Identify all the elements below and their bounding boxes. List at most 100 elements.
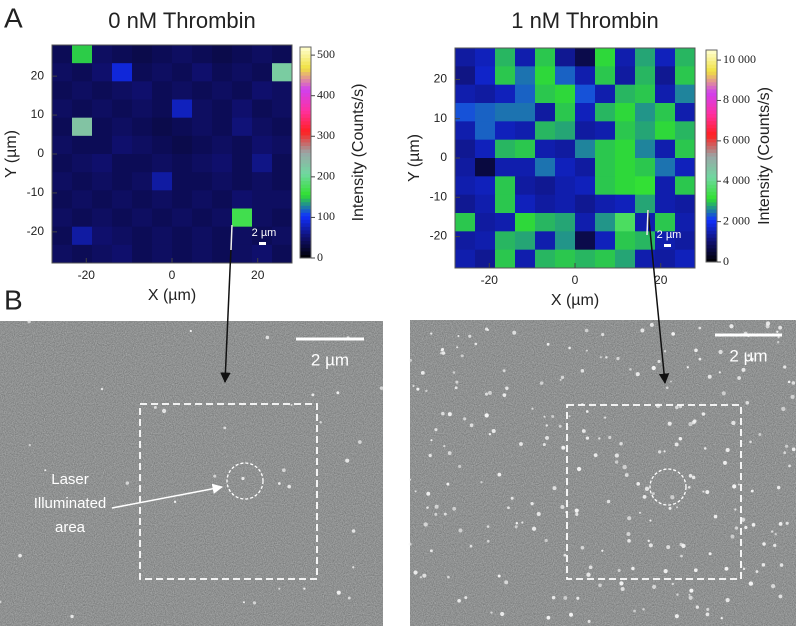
heatmap-cell (675, 66, 696, 86)
heatmap-cell (92, 81, 113, 100)
colorbar-frame (299, 46, 312, 259)
particle (588, 565, 593, 570)
heatmap-cell (655, 103, 676, 122)
colorbar-swatch (706, 124, 717, 129)
colorbar-swatch (300, 99, 311, 104)
heatmap-cell (272, 117, 293, 137)
particle (559, 378, 562, 381)
heatmap-cell (615, 139, 636, 159)
heatmap-cell (92, 208, 113, 228)
particle (242, 601, 245, 604)
particle (460, 354, 464, 358)
heatmap-cell (555, 84, 576, 104)
heatmap-cell (92, 154, 113, 173)
colorbar-swatch (300, 152, 311, 157)
heatmap-cell (132, 63, 153, 82)
colorbar-frame (705, 49, 718, 263)
particle (778, 594, 783, 599)
particle (614, 460, 619, 464)
heatmap-cell (172, 208, 193, 228)
heatmap-cell (252, 190, 273, 209)
x-tick-label: 20 (654, 273, 668, 287)
heatmap-cell (615, 48, 636, 67)
heatmap-cell (212, 45, 233, 64)
colorbar-swatch (706, 64, 717, 69)
heatmap-cell (635, 158, 656, 177)
colorbar-swatch (706, 131, 717, 136)
colorbar-tick-label: 400 (317, 87, 335, 101)
particle (737, 376, 741, 380)
particle (560, 505, 565, 510)
particle (430, 332, 433, 335)
y-tick-label: 10 (31, 107, 45, 121)
colorbar-swatch (300, 145, 311, 150)
particle (434, 428, 438, 432)
y-tick-label: 0 (37, 146, 44, 160)
heatmap-cell (152, 117, 173, 137)
colorbar-swatch (706, 152, 717, 157)
particle (707, 374, 712, 379)
particle (434, 512, 438, 516)
colorbar-swatch (706, 50, 717, 55)
heatmap-cell (272, 208, 293, 228)
heatmap-cell (152, 208, 173, 228)
colorbar-swatch (300, 103, 311, 108)
image-texture (0, 321, 383, 626)
colorbar-tick-label: 4 000 (723, 173, 750, 187)
colorbar-swatch (706, 237, 717, 242)
particle (731, 420, 736, 426)
particle (422, 573, 427, 578)
heatmap-cell (272, 63, 293, 82)
particle (777, 336, 780, 339)
heatmap-cell (495, 139, 516, 159)
particle (713, 514, 718, 519)
link-arrow (220, 224, 233, 384)
particle (576, 596, 580, 600)
heatmap-cell (212, 226, 233, 246)
heatmap-cell (495, 213, 516, 232)
heatmap-cell (475, 194, 496, 214)
heatmap-cell (635, 194, 656, 214)
heatmap-cell (595, 139, 616, 159)
particle (691, 475, 696, 480)
heatmap-cell (252, 154, 273, 173)
heatmap-cell (212, 135, 233, 155)
heatmap-cell (252, 172, 273, 191)
heatmap-cell (232, 81, 253, 100)
colorbar-swatch (300, 170, 311, 175)
particle (252, 601, 257, 605)
particle (352, 566, 355, 569)
heatmap-cell (192, 99, 213, 119)
colorbar-swatch (300, 71, 311, 76)
particle (486, 525, 490, 528)
colorbar-swatch (300, 177, 311, 182)
particle (447, 575, 450, 579)
particle (776, 340, 780, 344)
particle (774, 532, 777, 536)
colorbar-swatch (300, 138, 311, 143)
heatmap-cell (112, 208, 133, 228)
heatmap-cell (655, 66, 676, 86)
heatmap-cell (72, 117, 93, 137)
particle (443, 512, 447, 516)
heatmap-cell (595, 121, 616, 141)
particle (497, 472, 502, 477)
particle (742, 567, 746, 571)
colorbar-swatch (706, 177, 717, 182)
colorbar-swatch (300, 82, 311, 87)
y-tick-label: -20 (430, 229, 448, 243)
scale-bar-label: 2 µm (657, 229, 682, 241)
heatmap-cell (72, 154, 93, 173)
particle (785, 444, 789, 448)
heatmap-cell (132, 81, 153, 100)
colorbar-label: Intensity (Counts/s) (350, 84, 367, 222)
heatmap-cell (555, 103, 576, 122)
heatmap-cell (575, 194, 596, 214)
x-tick-label: 0 (169, 268, 176, 282)
particle (507, 506, 510, 510)
heatmap-cell (635, 121, 656, 141)
particle (732, 484, 737, 489)
particle (606, 499, 611, 504)
particle (608, 435, 612, 440)
heatmap-cell (172, 244, 193, 264)
